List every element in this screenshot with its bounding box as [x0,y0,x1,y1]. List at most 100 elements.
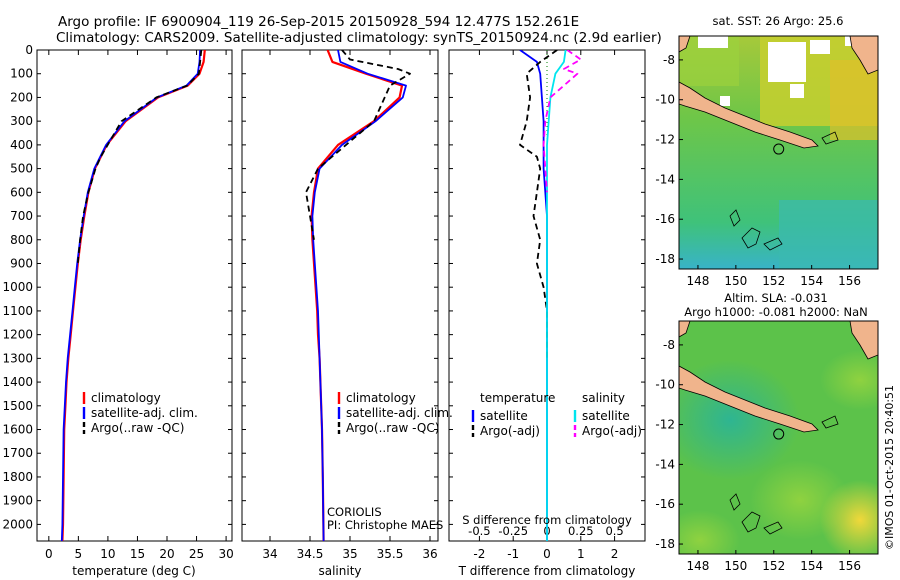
t-difference-xlabel: T difference from climatology [458,564,636,578]
y-tick-label: 1000 [2,280,33,294]
x-tick-label: 34 [262,547,277,561]
lat-tick-label: -18 [655,537,675,551]
legend-label: Argo(-adj) [582,424,642,438]
s-diff-tick-label: -0.5 [468,524,490,538]
legend-label: climatology [91,391,161,405]
lat-tick-label: -8 [663,53,675,67]
x-tick-label: 15 [130,547,145,561]
temperature-xlabel: temperature (deg C) [72,564,195,578]
y-tick-label: 800 [10,233,33,247]
salinity-satellite-diff-line [546,50,567,541]
sst-map-frame [678,35,879,270]
legend-label: Argo(..raw -QC) [91,421,184,435]
lat-tick-label: -14 [655,457,675,471]
x-tick-label: 10 [100,547,115,561]
y-tick-label: 1800 [2,470,33,484]
lon-tick-label: 154 [800,559,823,573]
pi-annotation: PI: Christophe MAES [327,518,443,532]
y-tick-label: 700 [10,209,33,223]
lat-tick-label: -12 [655,133,675,147]
argo-location-marker [773,143,785,155]
s-difference-xlabel: S difference from climatology [462,513,632,527]
lon-tick-label: 152 [762,274,785,288]
sla-map-title: Altim. SLA: -0.031 [724,291,828,305]
sst-map-panel: sat. SST: 26 Argo: 25.6 148 150 152 154 156 -… [655,14,879,288]
sst-map-field [679,36,878,269]
x-tick-label: 30 [218,547,233,561]
y-tick-label: 1200 [2,328,33,342]
coriolis-annotation: CORIOLIS [327,505,382,519]
x-tick-label: 36 [422,547,437,561]
legend-label: Argo(..raw -QC) [346,421,439,435]
x-tick-label: 35 [342,547,357,561]
climatology-line [61,50,206,541]
s-diff-tick-label: 0.25 [568,524,594,538]
lat-tick-label: -10 [655,93,675,107]
argo-location-marker [773,428,785,440]
lon-tick-label: 148 [686,559,709,573]
legend-title: temperature [480,391,555,405]
sst-map-title: sat. SST: 26 Argo: 25.6 [713,14,844,28]
x-tick-label: -1 [507,547,519,561]
y-tick-label: 300 [10,114,33,128]
x-tick-label: 34.5 [297,547,324,561]
imos-credit: ©IMOS 01-Oct-2015 20:40:51 [883,385,896,550]
lon-tick-label: 156 [838,559,861,573]
title-line-1: Argo profile: IF 6900904_119 26-Sep-2015… [58,14,580,30]
legend-title: salinity [582,391,625,405]
temperature-panel: 0 5 10 15 20 25 30 0 100 200 300 400 500 600 700 800 90… [2,43,233,578]
lat-tick-label: -12 [655,418,675,432]
title-line-2: Climatology: CARS2009. Satellite-adjuste… [56,30,662,46]
lat-tick-label: -18 [655,252,675,266]
lat-tick-label: -10 [655,378,675,392]
sla-map-subtitle: Argo h1000: -0.081 h2000: NaN [684,305,868,319]
sla-map-panel: Altim. SLA: -0.031 Argo h1000: -0.081 h2… [655,291,879,573]
temperature-satellite-diff-line [519,50,548,541]
legend-label: satellite [582,409,630,423]
salinity-panel: 34 34.5 35 35.5 36 salinity climatologysatel… [241,49,453,578]
lon-tick-label: 150 [724,274,747,288]
legend-label: satellite [480,409,528,423]
x-tick-label: 2 [611,547,619,561]
x-tick-label: 5 [75,547,83,561]
legend-label: satellite-adj. clim. [91,406,198,420]
x-tick-label: 1 [577,547,585,561]
s-diff-tick-label: 0.5 [605,524,623,538]
x-tick-label: 25 [189,547,204,561]
lat-tick-label: -14 [655,172,675,186]
y-tick-label: 0 [25,43,33,57]
argo-line [305,50,411,240]
lat-tick-label: -16 [655,497,675,511]
x-tick-label: 20 [159,547,174,561]
y-tick-label: 600 [10,185,33,199]
y-tick-label: 1900 [2,494,33,508]
x-tick-label: 0 [45,547,53,561]
climatology-line [310,50,404,541]
sla-map-field [679,321,878,554]
x-tick-label: 0 [543,547,551,561]
temperature-argo-diff-line [519,50,558,359]
y-tick-label: 200 [10,90,33,104]
legend-label: Argo(-adj) [480,424,540,438]
lon-tick-label: 156 [838,274,861,288]
legend-label: satellite-adj. clim. [346,406,453,420]
s-diff-tick-label: -0.25 [498,524,528,538]
sla-map-frame [678,320,879,555]
y-tick-label: 100 [10,67,33,81]
lon-tick-label: 150 [724,559,747,573]
argo-line [76,50,203,264]
lon-tick-label: 152 [762,559,785,573]
y-tick-label: 1700 [2,446,33,460]
legend-label: climatology [346,391,416,405]
satellite-adj-line [60,50,201,541]
lat-tick-label: -16 [655,212,675,226]
y-tick-label: 2000 [2,517,33,531]
salinity-argo-diff-line [542,50,582,193]
x-tick-label: -2 [473,547,485,561]
lat-tick-label: -8 [663,338,675,352]
x-tick-label: 35.5 [377,547,404,561]
salinity-axes-frame [241,49,439,542]
y-tick-label: 1400 [2,375,33,389]
